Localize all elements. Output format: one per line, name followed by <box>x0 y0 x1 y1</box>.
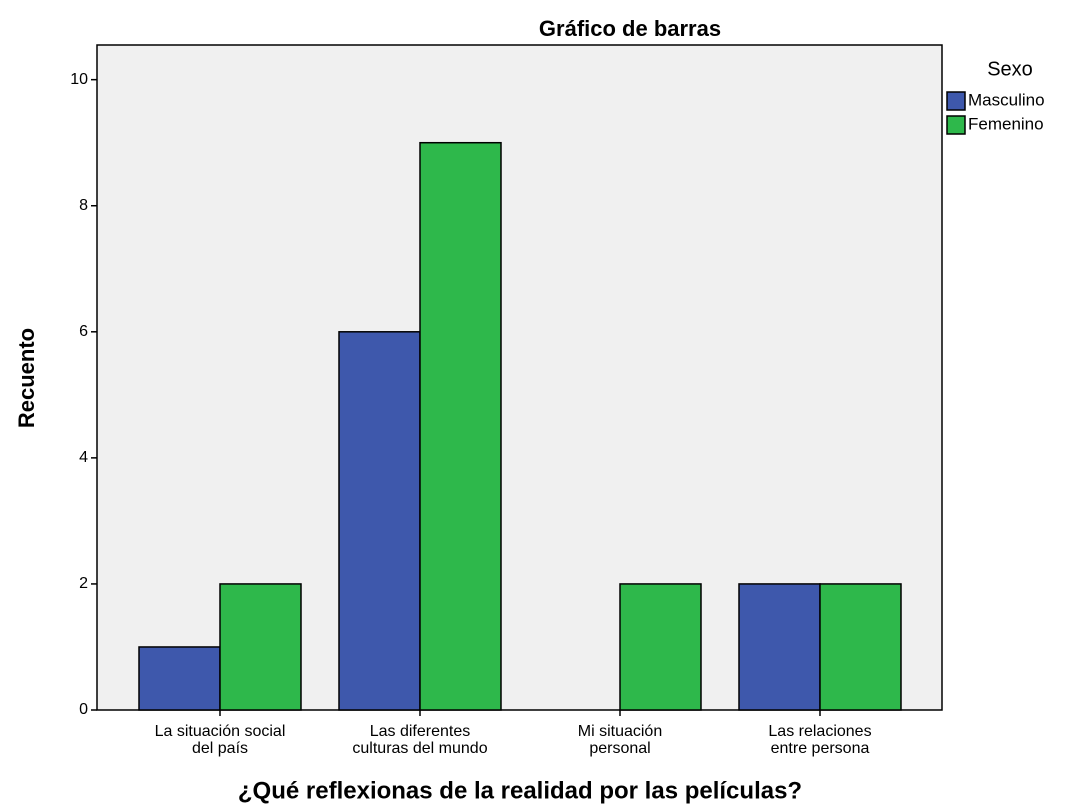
legend-swatch <box>946 115 966 135</box>
legend-label: Femenino <box>968 114 1044 133</box>
bar <box>219 583 302 711</box>
y-tick-label: 2 <box>79 575 88 592</box>
bar <box>419 141 502 711</box>
y-tick-label: 6 <box>79 323 88 340</box>
y-axis-label: Recuento <box>14 328 39 428</box>
x-axis-label: ¿Qué reflexionas de la realidad por las … <box>238 777 802 804</box>
chart-title: Gráfico de barras <box>539 16 721 41</box>
x-tick-label: Las diferentes culturas del mundo <box>352 723 487 757</box>
legend-swatch <box>946 91 966 111</box>
y-tick-label: 8 <box>79 197 88 214</box>
x-tick-label: Las relaciones entre persona <box>768 723 871 757</box>
bar <box>738 583 821 711</box>
y-tick-label: 4 <box>79 449 88 466</box>
bar <box>819 583 902 711</box>
legend-label: Masculino <box>968 90 1045 109</box>
bar <box>138 646 221 711</box>
legend-title: Sexo <box>987 58 1033 80</box>
bar <box>338 331 421 711</box>
x-tick-label: Mi situación personal <box>578 723 662 757</box>
x-tick-label: La situación social del país <box>155 723 286 757</box>
y-tick-label: 10 <box>70 71 88 88</box>
bar <box>619 583 702 711</box>
y-tick-label: 0 <box>79 701 88 718</box>
